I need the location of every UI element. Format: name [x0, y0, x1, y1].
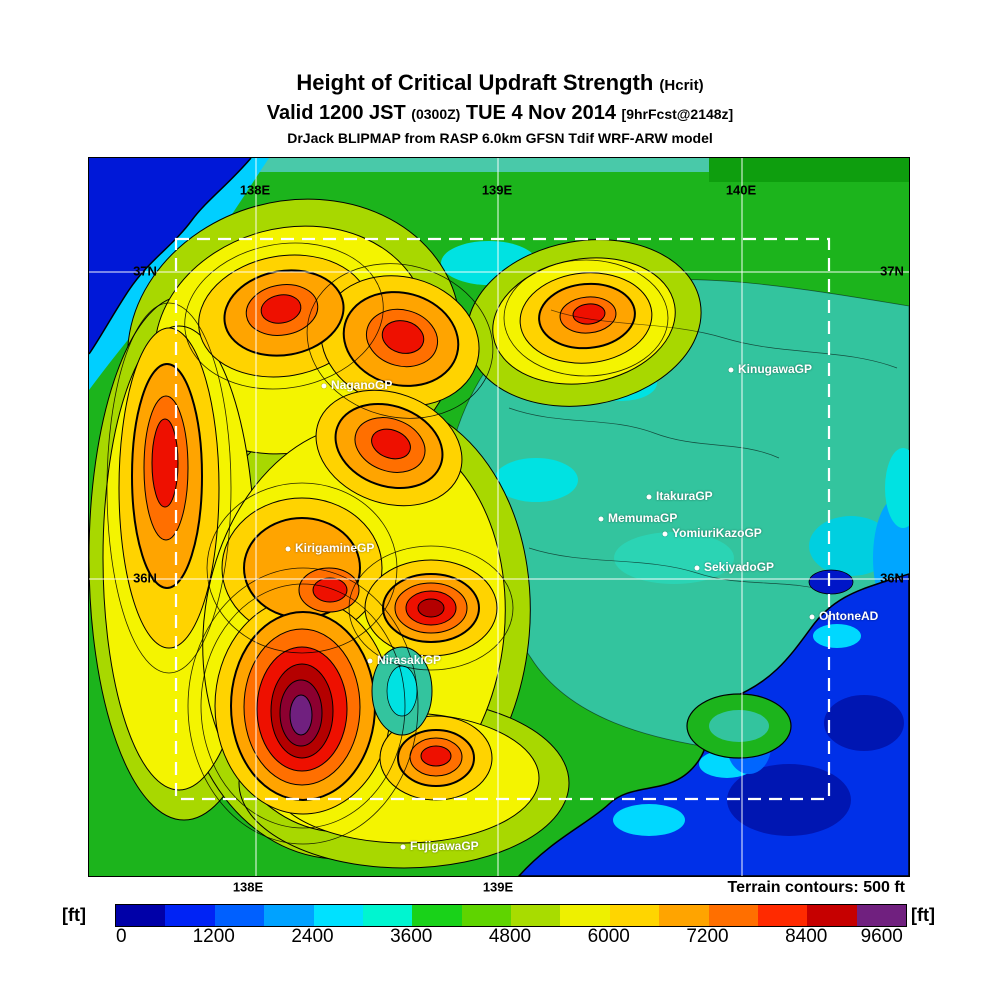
colorbar-segments [115, 904, 907, 927]
valid-forecast-tag: [9hrFcst@2148z] [621, 106, 734, 122]
colorbar-segment [362, 905, 413, 926]
valid-prefix: Valid 1200 JST [266, 102, 406, 124]
colorbar-tick-label: 1200 [192, 926, 235, 947]
colorbar-unit-right: [ft] [911, 905, 935, 925]
colorbar-segment [165, 905, 215, 926]
colorbar-segment [807, 905, 857, 926]
title-suffix: (Hcrit) [659, 77, 704, 94]
colorbar-segment [609, 905, 660, 926]
colorbar-tick-label: 9600 [860, 926, 903, 947]
colorbar-ticks: 0 1200 2400 3600 4800 6000 7200 8400 9600 [0, 926, 1000, 948]
colorbar-segment [214, 905, 265, 926]
graticule-label: 138E [232, 879, 264, 895]
colorbar-tick-label: 8400 [785, 926, 828, 947]
colorbar-tick-label: 0 [116, 926, 127, 947]
header: Height of Critical Updraft Strength (Hcr… [0, 70, 1000, 147]
colorbar-segment [659, 905, 709, 926]
colorbar-tick-label: 3600 [390, 926, 433, 947]
colorbar-unit-left: [ft] [62, 905, 86, 925]
colorbar-segment [313, 905, 363, 926]
map-canvas [88, 157, 910, 877]
colorbar-segment [856, 905, 906, 926]
model-line: DrJack BLIPMAP from RASP 6.0km GFSN Tdif… [287, 130, 713, 146]
valid-zulu: (0300Z) [411, 106, 461, 122]
colorbar-tick-label: 4800 [488, 926, 532, 947]
colorbar-segment [511, 905, 561, 926]
colorbar-segment [461, 905, 511, 926]
colorbar-segment [757, 905, 808, 926]
graticule-label: 139E [482, 879, 514, 895]
terrain-note: Terrain contours: 500 ft [727, 879, 905, 896]
colorbar-segment [116, 905, 166, 926]
colorbar-segment [412, 905, 462, 926]
contour-map-art [89, 158, 909, 876]
valid-line: Valid 1200 JST (0300Z) TUE 4 Nov 2014 [9… [0, 101, 1000, 126]
colorbar-segment [708, 905, 758, 926]
colorbar-tick-label: 2400 [291, 926, 334, 947]
valid-date: TUE 4 Nov 2014 [465, 102, 616, 124]
colorbar-tick-label: 7200 [686, 926, 729, 947]
page-title: Height of Critical Updraft Strength (Hcr… [0, 70, 1000, 99]
title-text: Height of Critical Updraft Strength [296, 70, 654, 95]
colorbar-segment [560, 905, 610, 926]
colorbar-segment [264, 905, 314, 926]
colorbar-tick-label: 6000 [587, 926, 630, 947]
